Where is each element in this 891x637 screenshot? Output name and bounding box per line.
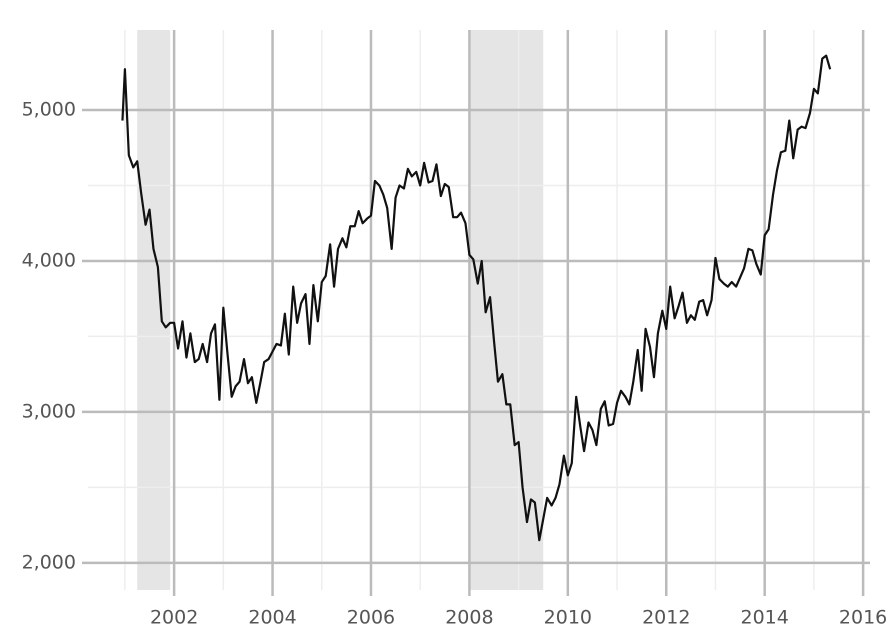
- x-tick-label: 2006: [347, 607, 395, 629]
- x-tick-label: 2010: [544, 607, 592, 629]
- y-tick-label: 4,000: [22, 249, 76, 271]
- x-tick-label: 2014: [741, 607, 789, 629]
- y-tick-label: 2,000: [22, 551, 76, 573]
- x-tick-label: 2004: [248, 607, 296, 629]
- recession-band: [469, 30, 544, 590]
- x-tick-label: 2016: [839, 607, 887, 629]
- recession-band: [137, 30, 171, 590]
- x-tick-label: 2008: [445, 607, 493, 629]
- x-tick-label: 2012: [642, 607, 690, 629]
- y-tick-label: 5,000: [22, 99, 76, 121]
- x-tick-label: 2002: [150, 607, 198, 629]
- y-tick-label: 3,000: [22, 400, 76, 422]
- data-line: [121, 54, 832, 542]
